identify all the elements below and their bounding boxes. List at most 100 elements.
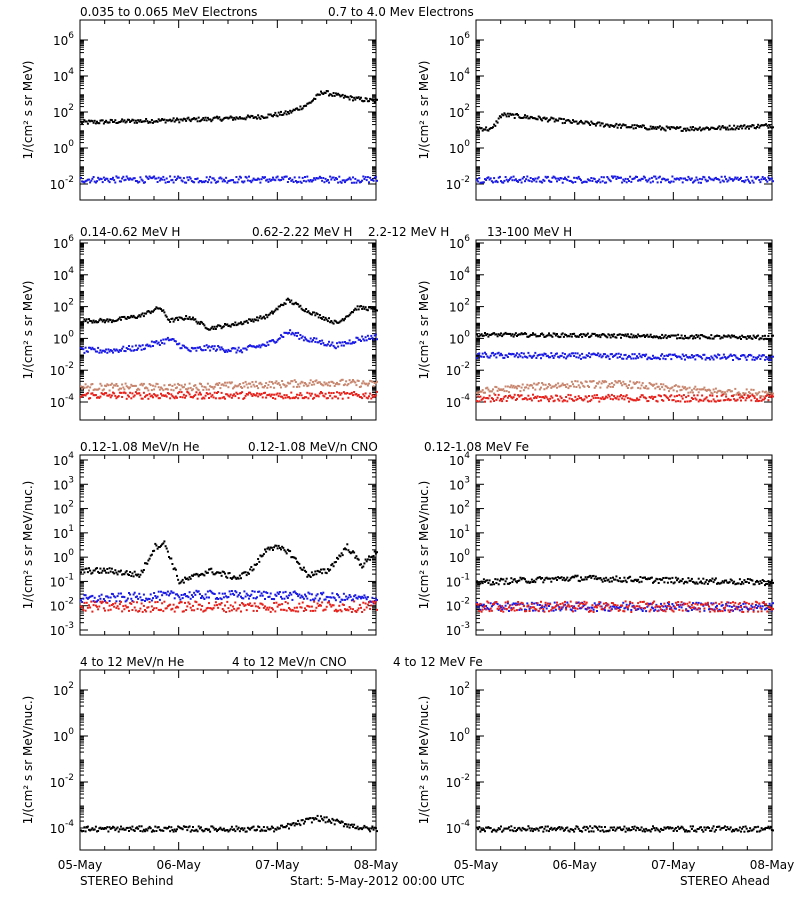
data-point bbox=[219, 603, 222, 606]
data-point bbox=[296, 385, 298, 388]
data-point bbox=[170, 179, 173, 182]
data-point bbox=[711, 394, 714, 397]
data-point bbox=[134, 596, 137, 599]
data-point bbox=[93, 348, 96, 351]
data-point bbox=[193, 591, 196, 594]
data-point bbox=[724, 126, 726, 129]
data-point bbox=[769, 338, 772, 340]
data-point bbox=[704, 358, 707, 361]
data-point bbox=[237, 594, 240, 596]
data-point bbox=[273, 546, 276, 549]
data-point bbox=[314, 380, 317, 383]
data-point bbox=[249, 179, 252, 182]
data-point bbox=[158, 609, 161, 612]
data-point bbox=[621, 357, 624, 360]
data-point bbox=[241, 180, 244, 183]
data-point bbox=[195, 178, 198, 181]
data-point bbox=[221, 348, 224, 351]
data-point bbox=[489, 177, 492, 180]
data-point bbox=[500, 398, 502, 400]
data-point bbox=[535, 397, 538, 399]
data-point bbox=[492, 181, 494, 184]
data-point bbox=[744, 399, 747, 402]
data-point bbox=[251, 569, 254, 572]
y-tick-label: 102 bbox=[53, 500, 74, 517]
data-point bbox=[299, 566, 302, 569]
data-point bbox=[132, 395, 135, 398]
data-point bbox=[631, 124, 634, 127]
data-point bbox=[770, 394, 773, 397]
data-point bbox=[371, 596, 374, 599]
data-point bbox=[122, 175, 125, 178]
data-point bbox=[371, 380, 374, 383]
data-point bbox=[245, 592, 248, 595]
data-point bbox=[120, 387, 122, 390]
data-point bbox=[682, 387, 685, 390]
data-point bbox=[356, 305, 359, 308]
data-point bbox=[108, 600, 111, 602]
data-point bbox=[745, 176, 748, 178]
data-point bbox=[153, 388, 156, 391]
data-point bbox=[322, 316, 325, 318]
data-point bbox=[760, 337, 763, 340]
data-point bbox=[340, 319, 343, 322]
data-point bbox=[640, 335, 643, 338]
data-point bbox=[232, 605, 234, 608]
data-point bbox=[280, 386, 282, 389]
data-point bbox=[548, 119, 550, 122]
data-point bbox=[317, 570, 320, 573]
data-point bbox=[332, 392, 335, 394]
data-point bbox=[222, 349, 225, 352]
data-point bbox=[530, 116, 533, 119]
data-point bbox=[273, 310, 276, 313]
data-point bbox=[518, 116, 521, 119]
data-point bbox=[190, 118, 193, 121]
data-point bbox=[250, 345, 253, 348]
data-point bbox=[485, 334, 488, 337]
data-point bbox=[625, 394, 628, 397]
data-point bbox=[671, 399, 674, 402]
data-point bbox=[218, 592, 221, 595]
data-point bbox=[684, 358, 686, 361]
data-point bbox=[702, 335, 705, 338]
data-point bbox=[695, 127, 698, 130]
data-point bbox=[122, 345, 125, 348]
data-point bbox=[156, 342, 159, 345]
data-point bbox=[197, 393, 200, 396]
data-point bbox=[107, 609, 110, 612]
data-point bbox=[264, 605, 266, 608]
data-point bbox=[713, 354, 716, 357]
data-point bbox=[283, 597, 286, 600]
data-point bbox=[101, 119, 104, 122]
data-point bbox=[292, 181, 295, 183]
data-point bbox=[172, 181, 175, 184]
data-point bbox=[726, 126, 729, 129]
data-point bbox=[117, 570, 120, 573]
data-point bbox=[312, 609, 314, 612]
data-point bbox=[503, 356, 506, 359]
data-point bbox=[110, 604, 113, 606]
data-point bbox=[561, 352, 564, 355]
data-point bbox=[668, 126, 670, 129]
data-point bbox=[194, 318, 197, 321]
data-point bbox=[88, 346, 90, 349]
data-point bbox=[695, 176, 698, 179]
data-point bbox=[662, 177, 665, 180]
data-point bbox=[554, 177, 557, 180]
data-point bbox=[108, 389, 111, 392]
data-point bbox=[145, 394, 148, 397]
data-point bbox=[160, 392, 162, 395]
data-point bbox=[600, 122, 603, 125]
data-point bbox=[710, 391, 713, 394]
data-point bbox=[341, 378, 344, 381]
data-point bbox=[200, 608, 202, 611]
data-point bbox=[154, 341, 157, 344]
data-point bbox=[99, 597, 102, 600]
data-point bbox=[748, 336, 750, 339]
data-point bbox=[552, 175, 555, 178]
data-point bbox=[211, 608, 214, 611]
data-point bbox=[742, 396, 745, 399]
data-point bbox=[516, 180, 518, 182]
data-point bbox=[285, 595, 288, 598]
data-point bbox=[361, 566, 364, 569]
